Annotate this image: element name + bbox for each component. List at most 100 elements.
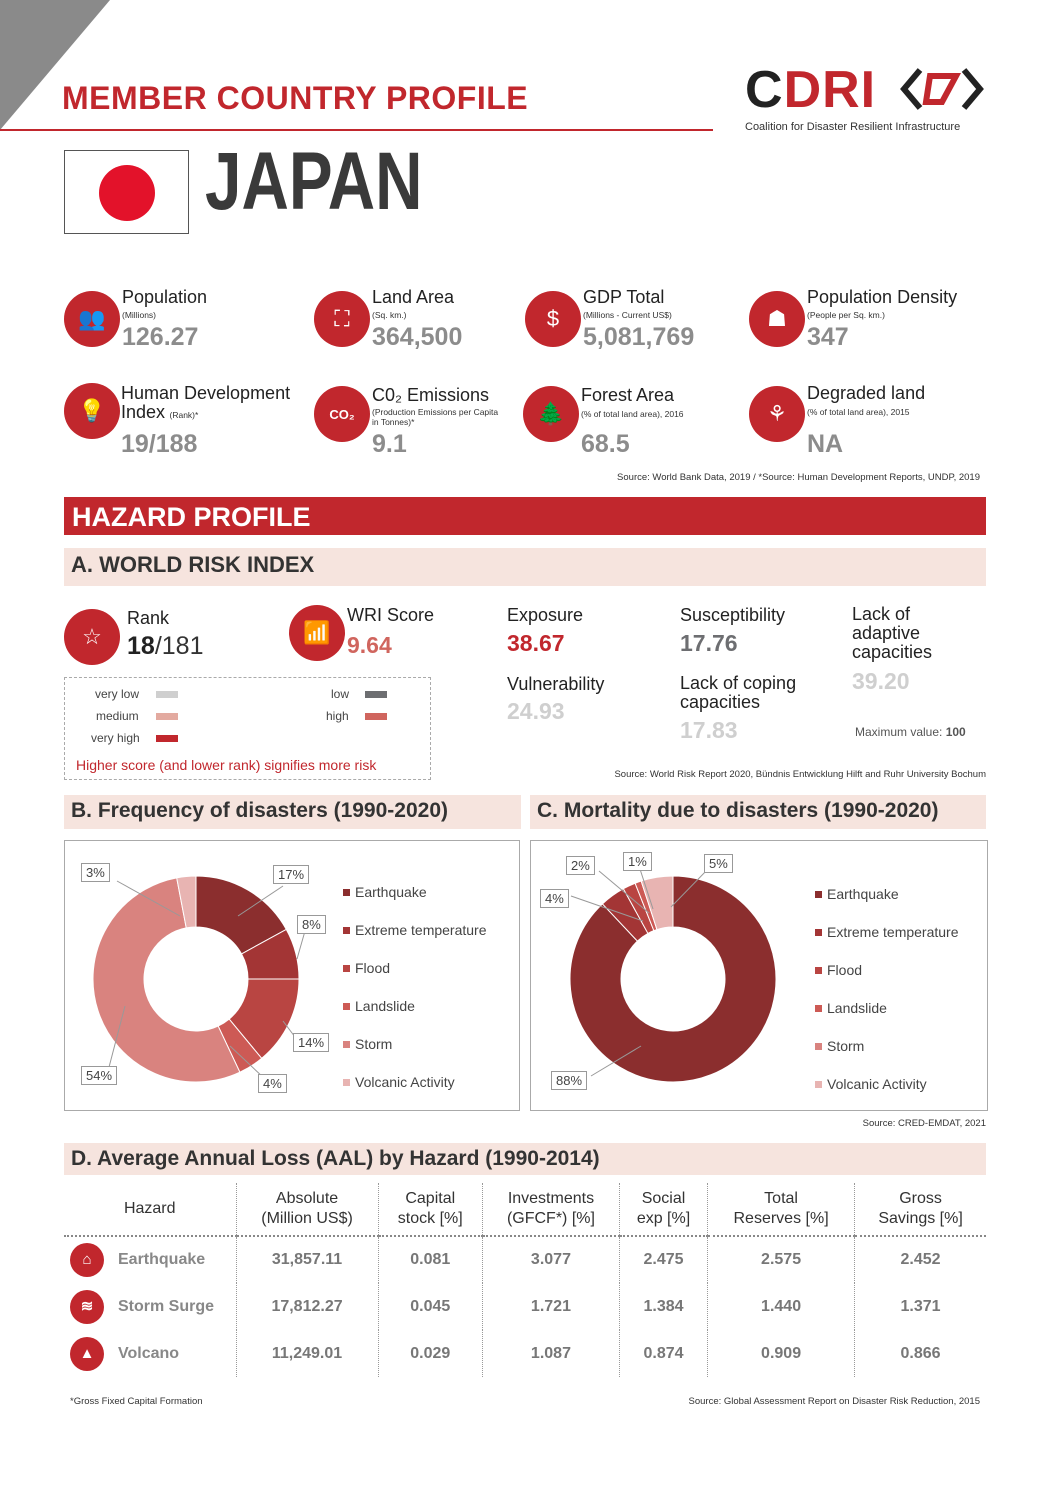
cdri-logo: CDRI [745, 60, 876, 120]
legend-swatch [343, 964, 350, 972]
table-row: ≋ Storm Surge 17,812.27 0.045 1.721 1.384… [64, 1283, 986, 1330]
storm-surge-icon: ≋ [70, 1289, 104, 1324]
table-cell: 1.087 [481, 1330, 620, 1377]
legend-item: Flood [343, 949, 487, 987]
table-cell: 2.575 [707, 1236, 855, 1283]
legend-very-low-swatch [156, 691, 178, 698]
aal-table: Hazard Absolute (Million US$) Capital stoc… [64, 1183, 986, 1377]
table-cell: 0.029 [377, 1330, 483, 1377]
flag-sun-disc [99, 165, 155, 221]
header-text: Capital [405, 1190, 456, 1207]
donut-slice-earthquake [569, 875, 777, 1083]
max-value-note: Maximum value: 100 [855, 725, 966, 739]
legend-very-low-label: very low [95, 687, 140, 701]
header-text: Savings [%] [878, 1210, 963, 1227]
table-cell: 0.081 [377, 1236, 483, 1283]
population-density-label: Population Density [807, 287, 958, 307]
legend-label: Landslide [355, 998, 415, 1014]
legend-item: Storm [815, 1027, 959, 1065]
vulnerability-value: 24.93 [507, 698, 565, 724]
max-value: 100 [945, 725, 966, 739]
legend-item: Extreme temperature [343, 911, 487, 949]
legend-low-swatch [365, 691, 387, 698]
table-cell: 0.045 [377, 1283, 483, 1330]
table-cell: 0.866 [854, 1330, 986, 1377]
aal-footnote: *Gross Fixed Capital Formation [70, 1396, 203, 1407]
donut-slice-storm [92, 877, 241, 1083]
forest-label: Forest Area [581, 385, 675, 405]
table-cell: 1.440 [707, 1283, 855, 1330]
legend-very-high-swatch [156, 735, 178, 742]
header-text: Absolute [275, 1190, 339, 1207]
header-absolute: Absolute (Million US$) [235, 1183, 379, 1237]
header-text: stock [%] [397, 1210, 463, 1227]
logo-dri: DRI [783, 61, 877, 119]
donut-slice-volcanic-activity [176, 875, 197, 929]
aal-source: Source: Global Assessment Report on Disa… [688, 1396, 980, 1407]
cdri-logo-mark-icon [900, 68, 984, 110]
legend-swatch [343, 1002, 350, 1010]
hazard-cell: ▲ Volcano [64, 1330, 236, 1377]
table-header-row: Hazard Absolute (Million US$) Capital stoc… [64, 1183, 986, 1237]
risk-note: Higher score (and lower rank) signifies … [76, 757, 377, 773]
population-label: Population [122, 287, 208, 307]
legend-item: Landslide [343, 987, 487, 1025]
gdp-icon: $ [525, 291, 581, 347]
gdp-label: GDP Total [583, 287, 665, 307]
legend-label: Earthquake [827, 886, 899, 902]
legend-label: Storm [355, 1036, 393, 1052]
legend-swatch [343, 888, 350, 896]
hdi-label-line2: Index (Rank)* [121, 402, 198, 423]
land-area-unit: (Sq. km.) [372, 310, 407, 320]
exposure-value: 38.67 [507, 630, 565, 656]
header-text: (GFCF*) [%] [506, 1210, 595, 1227]
legend-item: Earthquake [815, 875, 959, 913]
legend-high-swatch [365, 713, 387, 720]
rank-value: 18 [127, 632, 155, 660]
susceptibility-label: Susceptibility [680, 605, 786, 625]
table-cell: 0.874 [618, 1330, 708, 1377]
header-text: Hazard [123, 1200, 176, 1217]
page-title: MEMBER COUNTRY PROFILE [62, 80, 529, 116]
header-text: Social [641, 1190, 686, 1207]
hdi-value: 19/188 [121, 430, 198, 458]
rank-value-row: 18/181 [127, 632, 203, 661]
forest-icon: 🌲 [523, 386, 579, 442]
header-text: Reserves [%] [733, 1210, 829, 1227]
frequency-donut-chart [92, 875, 306, 1083]
legend-swatch [343, 1040, 350, 1048]
lack-coping-value: 17.83 [680, 717, 738, 743]
mortality-donut-chart [569, 865, 777, 1083]
table-cell: 17,812.27 [235, 1283, 379, 1330]
country-name: JAPAN [205, 136, 423, 227]
frequency-chart-panel: 17% 8% 14% 4% 54% 3% Earthquake Extreme … [64, 840, 520, 1111]
co2-cloud-icon: CO₂ [314, 386, 370, 442]
exposure-label: Exposure [507, 605, 584, 625]
legend-label: Extreme temperature [355, 922, 487, 938]
legend-label: Extreme temperature [827, 924, 959, 940]
title-divider [0, 129, 713, 131]
legend-item: Landslide [815, 989, 959, 1027]
header-text: Gross [899, 1190, 942, 1207]
freq-callout-extreme-temperature: 8% [297, 915, 326, 934]
susceptibility-value: 17.76 [680, 630, 738, 656]
table-cell: 3.077 [481, 1236, 620, 1283]
mort-callout-extreme-temperature: 4% [540, 889, 569, 908]
hdi-label: Human Development [121, 383, 291, 403]
legend-item: Volcanic Activity [815, 1065, 959, 1103]
degraded-land-label: Degraded land [807, 383, 926, 403]
rank-total: /181 [154, 632, 204, 660]
aal-header: D. Average Annual Loss (AAL) by Hazard (… [64, 1143, 986, 1175]
co2-unit: (Production Emissions per Capita in Tonn… [372, 407, 499, 427]
legend-medium-label: medium [96, 709, 139, 723]
hazard-name: Storm Surge [118, 1297, 215, 1315]
logo-subtitle: Coalition for Disaster Resilient Infrast… [745, 121, 961, 133]
max-label: Maximum value: [855, 725, 943, 739]
legend-label: Landslide [827, 1000, 887, 1016]
legend-item: Earthquake [343, 873, 487, 911]
legend-swatch [815, 1080, 822, 1088]
population-density-value: 347 [807, 323, 849, 351]
mort-callout-landslide: 1% [623, 852, 652, 871]
freq-callout-storm: 54% [81, 1066, 118, 1085]
freq-callout-volcanic: 3% [81, 863, 110, 882]
